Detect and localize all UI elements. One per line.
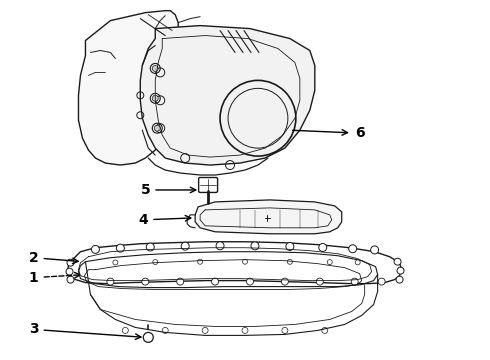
Circle shape [177, 278, 184, 285]
Circle shape [67, 259, 74, 266]
Circle shape [397, 267, 404, 274]
Circle shape [153, 260, 158, 265]
Circle shape [243, 259, 247, 264]
Text: 5: 5 [141, 183, 196, 197]
Polygon shape [140, 26, 315, 165]
Circle shape [181, 242, 189, 250]
Circle shape [142, 278, 149, 285]
Circle shape [92, 246, 99, 253]
Circle shape [251, 242, 259, 250]
Circle shape [355, 260, 360, 265]
Circle shape [396, 276, 403, 283]
Circle shape [152, 66, 158, 71]
Text: 1: 1 [29, 271, 80, 285]
Circle shape [197, 259, 203, 264]
Circle shape [113, 260, 118, 265]
Circle shape [242, 328, 248, 333]
Circle shape [246, 278, 253, 285]
Circle shape [281, 278, 289, 285]
Text: 3: 3 [29, 323, 141, 339]
Circle shape [349, 245, 357, 253]
Circle shape [212, 278, 219, 285]
Circle shape [287, 259, 293, 264]
Text: 4: 4 [139, 213, 191, 227]
FancyBboxPatch shape [198, 177, 218, 193]
Circle shape [282, 328, 288, 333]
Circle shape [327, 260, 332, 265]
Circle shape [322, 328, 328, 333]
Circle shape [378, 278, 385, 285]
Circle shape [351, 278, 358, 285]
Circle shape [67, 276, 74, 283]
Circle shape [116, 244, 124, 252]
Circle shape [152, 95, 158, 101]
Circle shape [154, 125, 160, 131]
Circle shape [162, 328, 168, 333]
Circle shape [286, 243, 294, 251]
Circle shape [370, 246, 379, 254]
Text: 6: 6 [293, 126, 364, 140]
Circle shape [202, 328, 208, 333]
Circle shape [107, 278, 114, 285]
Circle shape [216, 242, 224, 250]
Circle shape [147, 243, 154, 251]
Circle shape [319, 243, 327, 251]
Text: 2: 2 [29, 251, 78, 265]
Circle shape [394, 258, 401, 265]
Circle shape [66, 268, 73, 275]
Polygon shape [195, 200, 342, 234]
Circle shape [317, 278, 323, 285]
Circle shape [122, 328, 128, 333]
Polygon shape [78, 11, 178, 165]
